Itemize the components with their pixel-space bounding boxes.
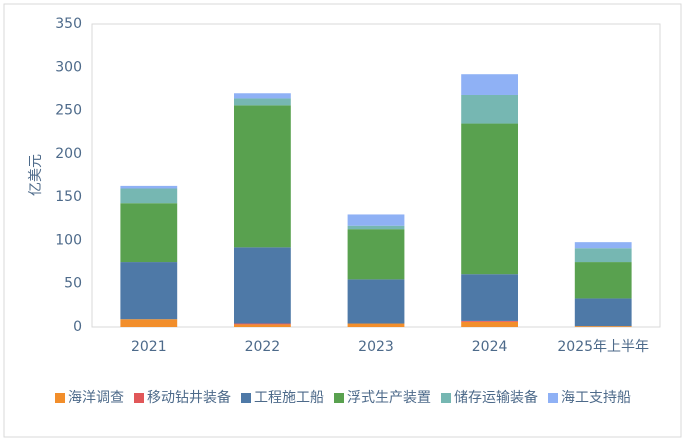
bar-segment — [234, 93, 291, 99]
bar-segment — [574, 242, 632, 249]
bar-segment — [461, 74, 518, 95]
y-tick-label: 300 — [55, 59, 82, 75]
legend-label: 海洋调查 — [68, 390, 124, 406]
bar-segment — [120, 262, 178, 320]
bar-segment — [234, 247, 291, 324]
y-tick-label: 50 — [64, 276, 82, 292]
y-tick-label: 250 — [55, 103, 82, 119]
bar-segment — [234, 98, 291, 106]
legend-swatch — [441, 393, 451, 403]
y-axis-label: 亿美元 — [28, 154, 44, 196]
bar-segment — [120, 185, 178, 189]
bar-segment — [234, 323, 291, 325]
bar-segment — [461, 123, 518, 275]
bar-segment — [461, 274, 518, 321]
bar-segment — [574, 248, 632, 263]
bar-segment — [234, 105, 291, 248]
x-tick-label: 2024 — [472, 339, 508, 355]
legend-label: 浮式生产装置 — [347, 390, 431, 406]
bar-segment — [347, 323, 405, 327]
legend-swatch — [55, 393, 65, 403]
legend-swatch — [241, 393, 251, 403]
legend-label: 移动钻井装备 — [147, 389, 231, 406]
y-tick-label: 150 — [55, 189, 82, 205]
bar-segment — [461, 94, 518, 124]
bar-segment — [574, 262, 632, 299]
legend-label: 海工支持船 — [561, 390, 631, 406]
bar-segment — [347, 225, 405, 230]
x-tick-label: 2022 — [245, 339, 281, 355]
x-tick-label: 2021 — [131, 339, 167, 355]
legend-swatch — [334, 393, 344, 403]
bar-segment — [347, 214, 405, 226]
y-tick-label: 100 — [55, 232, 82, 248]
x-tick-label: 2023 — [358, 339, 394, 355]
legend-swatch — [134, 393, 144, 403]
bar-segment — [120, 203, 178, 263]
y-tick-label: 0 — [73, 319, 82, 335]
legend-label: 工程施工船 — [254, 390, 324, 406]
bar-segment — [461, 320, 518, 322]
bar-segment — [574, 298, 632, 327]
bar-segment — [120, 188, 178, 204]
bar-segment — [347, 279, 405, 324]
bar-segment — [120, 319, 178, 327]
bar-segment — [347, 229, 405, 280]
frame — [3, 3, 682, 438]
bar-segment — [574, 326, 632, 327]
y-tick-label: 200 — [55, 146, 82, 162]
bar-segment — [234, 324, 291, 327]
bar-segment — [461, 321, 518, 327]
y-tick-label: 350 — [55, 16, 82, 32]
legend-swatch — [548, 393, 558, 403]
legend-label: 储存运输装备 — [454, 389, 538, 406]
x-tick-label: 2025年上半年 — [557, 339, 649, 355]
